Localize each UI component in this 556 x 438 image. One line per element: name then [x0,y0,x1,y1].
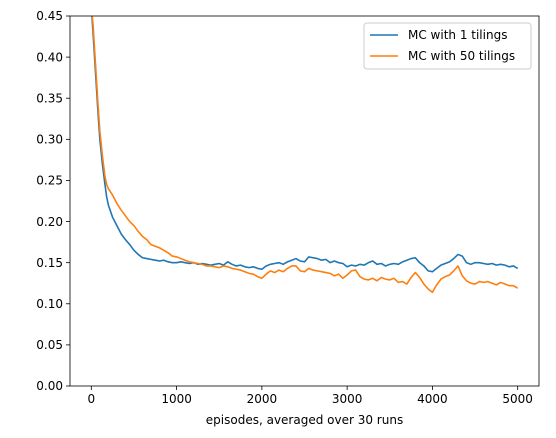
y-tick-label: 0.25 [36,174,63,188]
y-tick-label: 0.35 [36,91,63,105]
x-tick-label: 2000 [247,392,278,406]
series-line-1 [91,16,519,273]
y-tick-label: 0.45 [36,9,63,23]
legend-label-2: MC with 50 tilings [408,49,515,63]
x-axis: 0 1000 2000 3000 4000 5000 [87,386,533,406]
y-tick-label: 0.15 [36,256,63,270]
y-tick-label: 0.30 [36,133,63,147]
x-tick-label: 4000 [417,392,448,406]
series-line-2 [91,16,519,294]
y-tick-label: 0.20 [36,215,63,229]
legend: MC with 1 tilings MC with 50 tilings [363,22,532,70]
y-tick-label: 0.00 [36,379,63,393]
y-tick-label: 0.05 [36,338,63,352]
plot-frame [69,15,540,387]
legend-box [363,22,532,70]
x-tick-label: 5000 [502,392,533,406]
x-axis-label: episodes, averaged over 30 runs [206,413,403,427]
y-tick-label: 0.10 [36,297,63,311]
series-layer [91,16,519,294]
legend-label-1: MC with 1 tilings [408,28,507,42]
y-axis: 0.00 0.05 0.10 0.15 0.20 0.25 0.30 0.35 0.40 0.45 [36,9,70,393]
y-tick-label: 0.40 [36,50,63,64]
x-tick-label: 0 [87,392,95,406]
x-tick-label: 3000 [332,392,363,406]
x-tick-label: 1000 [161,392,192,406]
